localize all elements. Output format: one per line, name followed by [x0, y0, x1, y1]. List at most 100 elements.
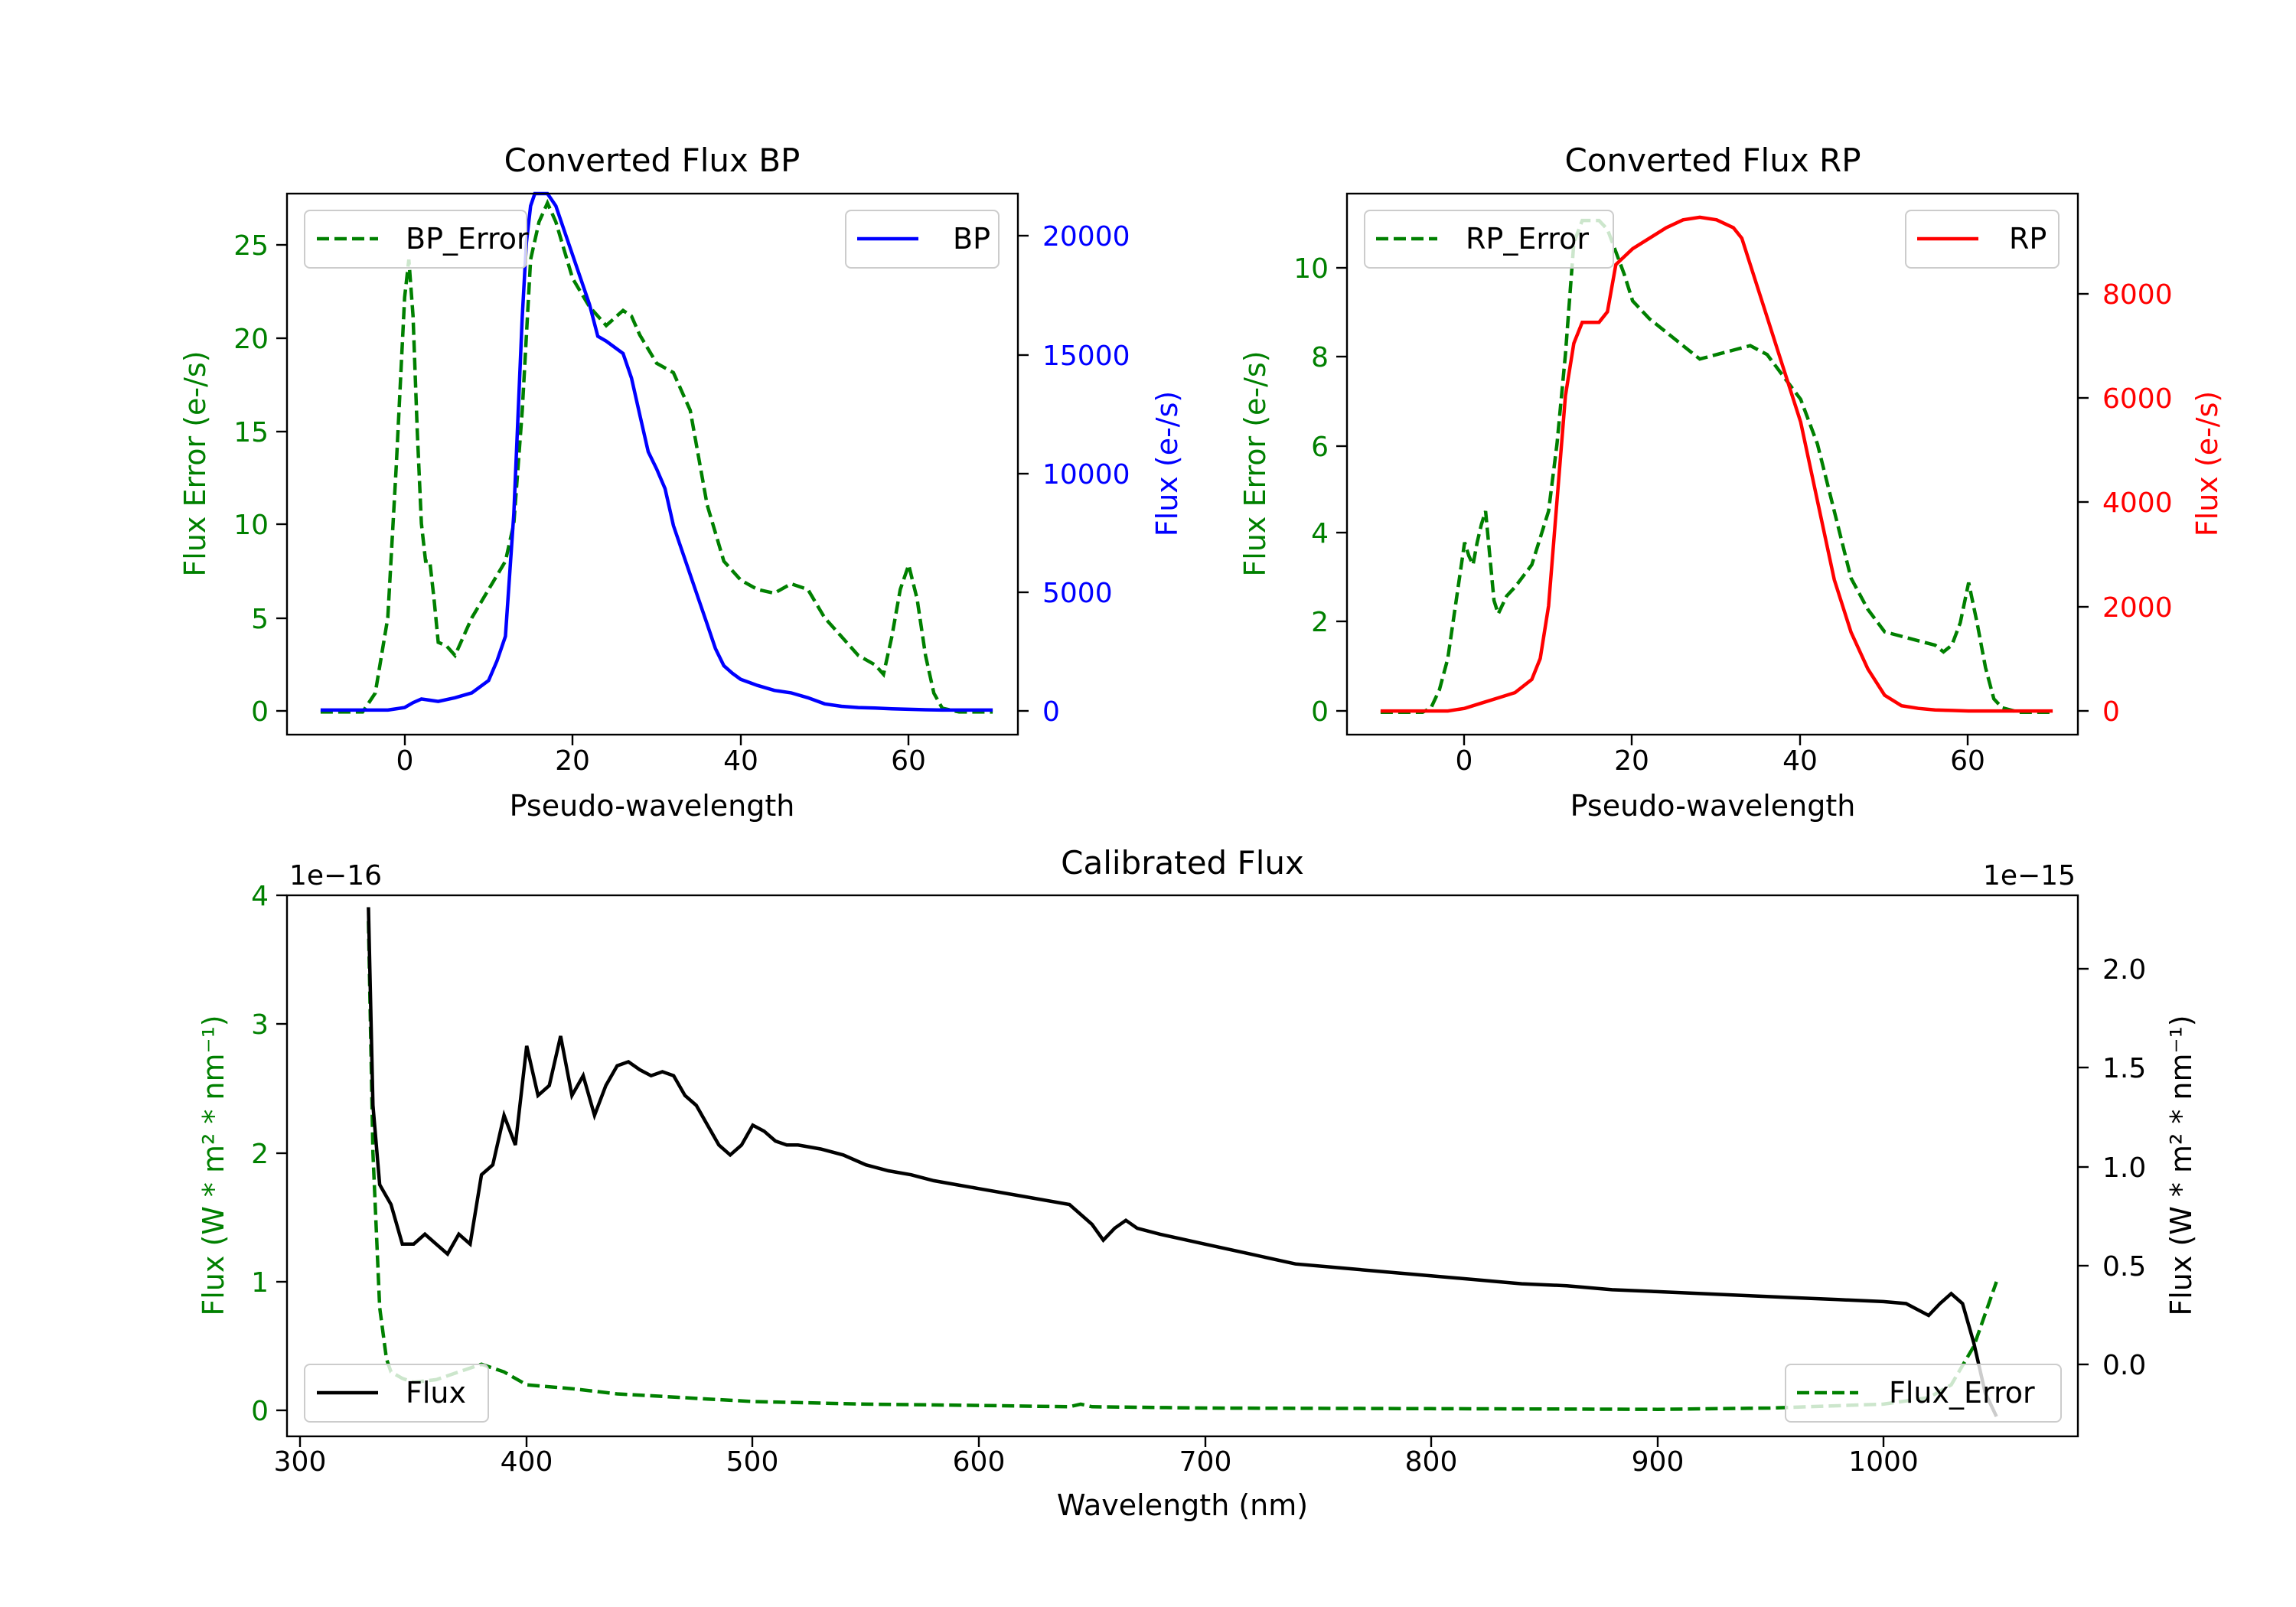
- y-left-axis-label: Flux (W * m² * nm⁻¹): [197, 1015, 230, 1315]
- x-tick-0: 0: [396, 735, 414, 777]
- x-tick-1: 400: [501, 1436, 553, 1478]
- panel-converted-flux-rp: Converted Flux RP 0 20 40 60 0 2: [1238, 142, 2224, 823]
- y-right-tick-label: 2000: [2102, 592, 2173, 624]
- legend-flux: BP: [845, 210, 1000, 269]
- y-right-scale-label: 1e−15: [1983, 860, 2076, 892]
- y-left-tick-label: 15: [233, 417, 269, 448]
- x-tick-3: 600: [953, 1436, 1006, 1478]
- axes-frame: [285, 894, 2079, 1438]
- y-left-tick-1: 2: [1311, 607, 1347, 638]
- y-right-tick-label: 6000: [2102, 383, 2173, 415]
- y-left-tick-label: 0: [251, 1396, 269, 1427]
- legend-label: BP: [953, 222, 990, 256]
- y-right-tick-2: 1.0: [2078, 1152, 2146, 1184]
- x-tick-label: 60: [891, 745, 926, 777]
- x-tick-label: 60: [1950, 745, 1985, 777]
- y-left-axis-label: Flux Error (e-/s): [1238, 350, 1272, 576]
- y-right-tick-0: 0: [1018, 696, 1060, 728]
- y-right-axis-label: Flux (e-/s): [1150, 391, 1184, 536]
- legend-error: RP_Error: [1364, 210, 1614, 269]
- y-right-tick-label: 1.5: [2102, 1053, 2146, 1084]
- x-tick-label: 40: [1782, 745, 1818, 777]
- x-tick-4: 700: [1179, 1436, 1232, 1478]
- x-tick-3: 60: [891, 735, 926, 777]
- x-tick-2: 500: [726, 1436, 779, 1478]
- y-left-tick-label: 5: [251, 604, 269, 635]
- x-tick-2: 40: [723, 735, 758, 777]
- legend-label: BP_Error: [406, 222, 529, 256]
- x-tick-label: 0: [1456, 745, 1473, 777]
- y-left-tick-label: 2: [251, 1139, 269, 1170]
- y-left-tick-5: 10: [1293, 253, 1347, 285]
- x-tick-0: 0: [1456, 735, 1473, 777]
- y-left-tick-2: 4: [1311, 518, 1347, 549]
- panel-calibrated-flux: Calibrated Flux 1e−16 1e−15 300 400 500 …: [197, 844, 2198, 1522]
- y-left-tick-label: 20: [233, 324, 269, 355]
- y-right-tick-3: 6000: [2078, 383, 2173, 415]
- y-left-tick-3: 6: [1311, 432, 1347, 463]
- y-right-tick-3: 15000: [1018, 341, 1130, 372]
- bp-flux-line: [320, 191, 993, 712]
- y-left-tick-label: 2: [1311, 607, 1329, 638]
- y-left-tick-3: 3: [251, 1009, 287, 1041]
- legend-label: RP: [2009, 222, 2047, 256]
- x-axis-label: Pseudo-wavelength: [1570, 789, 1856, 823]
- y-right-tick-label: 2.0: [2102, 954, 2146, 986]
- y-right-tick-1: 2000: [2078, 592, 2173, 624]
- rp-error-line: [1380, 218, 2053, 715]
- y-left-tick-0: 0: [251, 1396, 287, 1427]
- y-left-tick-2: 2: [251, 1139, 287, 1170]
- x-tick-label: 500: [726, 1446, 779, 1478]
- x-tick-label: 20: [1614, 745, 1649, 777]
- y-right-tick-4: 8000: [2078, 279, 2173, 311]
- y-right-tick-label: 0.0: [2102, 1350, 2146, 1381]
- y-right-tick-1: 0.5: [2078, 1251, 2146, 1283]
- y-right-tick-label: 15000: [1042, 341, 1130, 372]
- legend-flux: Flux: [304, 1364, 489, 1423]
- y-left-axis-label: Flux Error (e-/s): [178, 350, 212, 576]
- y-left-tick-label: 10: [233, 510, 269, 541]
- y-left-tick-1: 5: [251, 604, 287, 635]
- x-tick-label: 600: [953, 1446, 1006, 1478]
- y-left-tick-4: 4: [251, 881, 287, 912]
- legend-flux: RP: [1905, 210, 2060, 269]
- y-left-tick-label: 0: [1311, 696, 1329, 728]
- y-left-tick-label: 10: [1293, 253, 1329, 285]
- y-left-tick-label: 6: [1311, 432, 1329, 463]
- x-tick-label: 0: [396, 745, 414, 777]
- y-right-tick-3: 1.5: [2078, 1053, 2146, 1084]
- panel-converted-flux-bp: Converted Flux BP 0 20 40 60 0 5: [178, 142, 1184, 823]
- x-tick-label: 300: [274, 1446, 327, 1478]
- y-right-tick-label: 1.0: [2102, 1152, 2146, 1184]
- x-tick-5: 800: [1405, 1436, 1458, 1478]
- legend-error: BP_Error: [304, 210, 529, 269]
- x-tick-label: 700: [1179, 1446, 1232, 1478]
- y-right-tick-label: 0: [1042, 696, 1060, 728]
- chart-title: Calibrated Flux: [1061, 844, 1304, 882]
- y-left-tick-0: 0: [251, 696, 287, 728]
- x-tick-2: 40: [1782, 735, 1818, 777]
- y-right-tick-0: 0.0: [2078, 1350, 2146, 1381]
- x-tick-1: 20: [1614, 735, 1649, 777]
- y-right-tick-label: 5000: [1042, 578, 1113, 609]
- axes-frame: [1345, 192, 2079, 736]
- y-left-tick-0: 0: [1311, 696, 1347, 728]
- y-left-tick-label: 0: [251, 696, 269, 728]
- bp-error-line: [320, 198, 993, 714]
- legend-label: Flux_Error: [1889, 1376, 2035, 1410]
- y-left-tick-label: 3: [251, 1009, 269, 1041]
- legend-error: Flux_Error: [1785, 1364, 2062, 1423]
- y-right-tick-4: 20000: [1018, 221, 1130, 253]
- x-tick-label: 800: [1405, 1446, 1458, 1478]
- x-tick-label: 400: [501, 1446, 553, 1478]
- y-right-tick-4: 2.0: [2078, 954, 2146, 986]
- y-left-tick-1: 1: [251, 1267, 287, 1299]
- x-axis-label: Pseudo-wavelength: [510, 789, 795, 823]
- x-tick-0: 300: [274, 1436, 327, 1478]
- y-left-tick-2: 10: [233, 510, 287, 541]
- x-tick-1: 20: [555, 735, 590, 777]
- x-tick-3: 60: [1950, 735, 1985, 777]
- y-right-tick-label: 8000: [2102, 279, 2173, 311]
- y-left-tick-label: 1: [251, 1267, 269, 1299]
